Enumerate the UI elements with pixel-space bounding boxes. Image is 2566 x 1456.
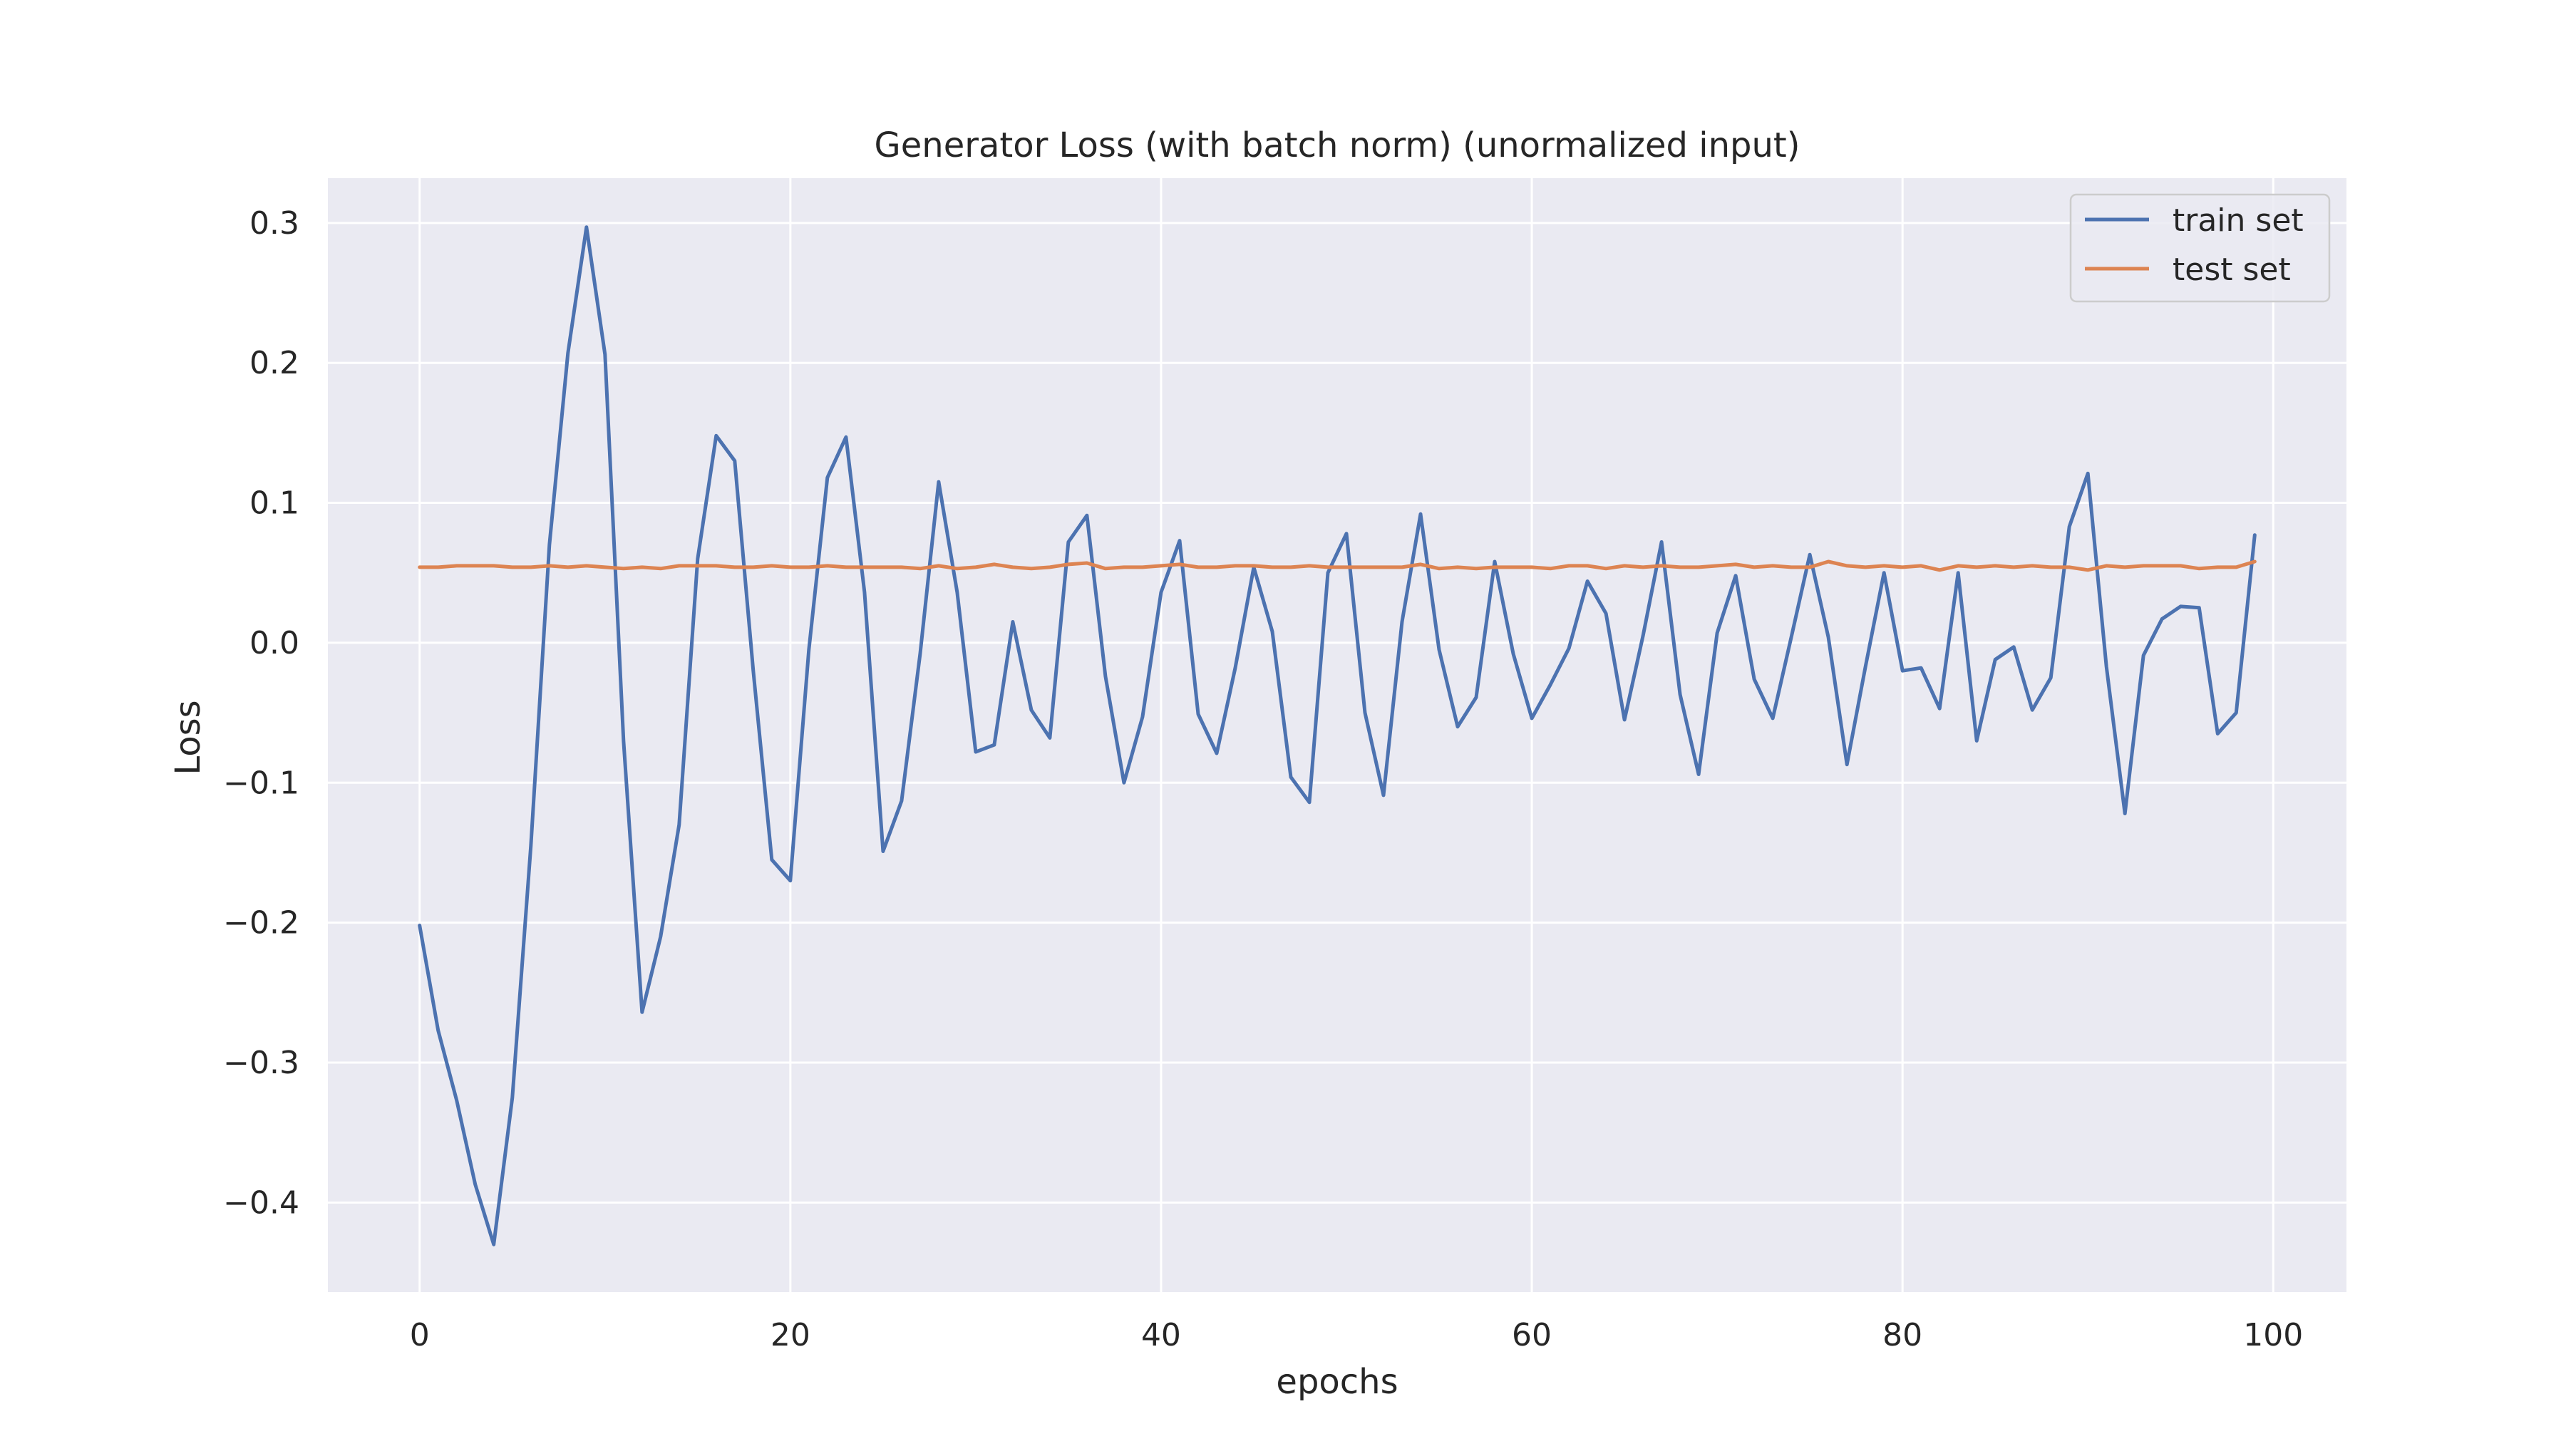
y-tick-label: −0.2	[223, 905, 299, 941]
plot-area	[328, 178, 2346, 1292]
x-tick-label: 0	[410, 1317, 430, 1353]
y-tick-label: −0.3	[223, 1045, 299, 1081]
series-layer	[418, 225, 2257, 1246]
y-tick-label: −0.1	[223, 765, 299, 801]
x-tick-label: 20	[771, 1317, 810, 1353]
y-tick-label: 0.0	[249, 625, 299, 661]
chart-title: Generator Loss (with batch norm) (unorma…	[875, 125, 1800, 165]
series-line-test-set	[418, 559, 2257, 572]
x-tick-label: 80	[1882, 1317, 1922, 1353]
legend-label-test-set: test set	[2173, 252, 2291, 288]
y-axis-label: Loss	[168, 700, 208, 775]
x-tick-labels: 0 20 40 60 80 100	[410, 1317, 2304, 1353]
legend-label-train-set: train set	[2173, 202, 2304, 239]
x-tick-label: 40	[1141, 1317, 1181, 1353]
series-line-train-set	[418, 225, 2257, 1246]
y-tick-label: 0.3	[249, 205, 299, 242]
x-tick-label: 100	[2243, 1317, 2303, 1353]
y-tick-label: −0.4	[223, 1184, 299, 1221]
y-tick-labels: −0.4 −0.3 −0.2 −0.1 0.0 0.1 0.2 0.3	[223, 205, 299, 1221]
y-tick-label: 0.2	[249, 345, 299, 381]
legend: train set test set	[2069, 193, 2331, 303]
x-axis-label: epochs	[1276, 1362, 1398, 1402]
x-tick-label: 60	[1512, 1317, 1552, 1353]
y-tick-label: 0.1	[249, 485, 299, 522]
